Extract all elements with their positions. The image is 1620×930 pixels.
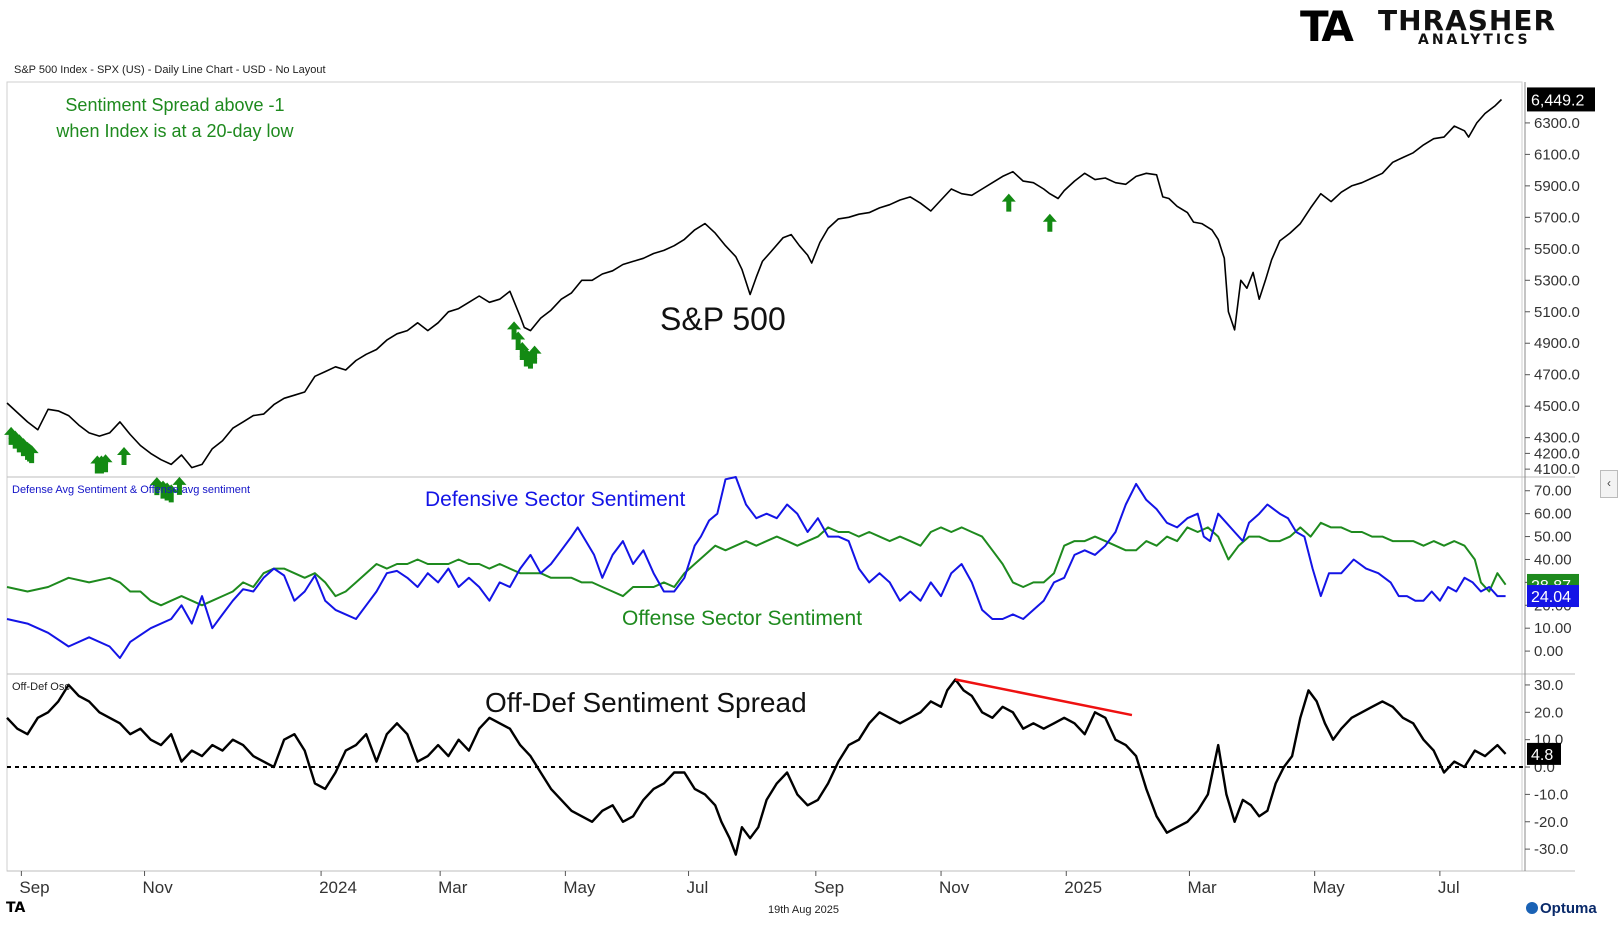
- price-ytick-label: 4900.0: [1534, 335, 1580, 352]
- chart-header-title: S&P 500 Index - SPX (US) - Daily Line Ch…: [14, 64, 326, 76]
- spread-ytick-label: -10.0: [1534, 786, 1568, 803]
- buy-signal-arrow-icon: [515, 341, 530, 360]
- logo-text: THRASHER: [1378, 4, 1557, 37]
- price-panel-label: S&P 500: [660, 301, 786, 337]
- spread-ytick-label: -30.0: [1534, 841, 1568, 858]
- x-tick-label: May: [1313, 878, 1346, 897]
- defense-last-value-label: 24.04: [1531, 589, 1571, 606]
- buy-signal-arrow-icon: [98, 454, 113, 473]
- logo-mark: TA: [1300, 2, 1354, 51]
- price-annotation-line1: Sentiment Spread above -1: [65, 95, 284, 115]
- footer-date: 19th Aug 2025: [768, 904, 839, 916]
- buy-signal-arrow-icon: [24, 445, 39, 464]
- spread-ytick-label: -20.0: [1534, 814, 1568, 831]
- price-last-value-box: [1527, 87, 1595, 112]
- buy-signal-arrow-icon: [117, 446, 132, 465]
- sentiment-ytick-label: 50.00: [1534, 529, 1572, 546]
- price-ytick-label: 4300.0: [1534, 430, 1580, 447]
- x-tick-label: 2025: [1064, 878, 1102, 897]
- price-ytick-label: 5700.0: [1534, 209, 1580, 226]
- spread-panel-label: Off-Def Sentiment Spread: [485, 687, 807, 718]
- spread-ytick-label: 30.0: [1534, 677, 1563, 694]
- buy-signal-arrow-icon: [149, 477, 164, 496]
- footer-brand: Optuma: [1526, 900, 1597, 917]
- price-last-value-label: 6,449.2: [1531, 92, 1584, 109]
- logo-subtext: ANALYTICS: [1418, 32, 1531, 48]
- x-tick-label: Mar: [438, 878, 468, 897]
- x-tick-label: May: [563, 878, 596, 897]
- defense-sentiment-line: [6, 476, 1506, 659]
- spread-panel-title: Off-Def Osc: [12, 681, 70, 693]
- x-tick-label: Nov: [939, 878, 970, 897]
- sentiment-ytick-label: 70.00: [1534, 483, 1572, 500]
- offense-sentiment-line: [6, 521, 1507, 607]
- buy-signal-arrow-icon: [164, 484, 179, 503]
- price-ytick-label: 5100.0: [1534, 304, 1580, 321]
- x-tick-label: Nov: [143, 878, 174, 897]
- spread-ytick-label: 20.0: [1534, 704, 1563, 721]
- buy-signal-arrow-icon: [1001, 193, 1016, 212]
- price-ytick-label: 4700.0: [1534, 367, 1580, 384]
- sentiment-panel-title: Defense Avg Sentiment & Offense avg sent…: [12, 484, 250, 496]
- price-ytick-label: 5500.0: [1534, 241, 1580, 258]
- footer-brand-text: Optuma: [1540, 900, 1597, 917]
- price-ytick-label: 4100.0: [1534, 461, 1580, 478]
- x-tick-label: Jul: [1438, 878, 1460, 897]
- price-ytick-label: 4200.0: [1534, 445, 1580, 462]
- price-ytick-label: 5300.0: [1534, 272, 1580, 289]
- spread-trendline: [955, 678, 1133, 717]
- defense-series-label: Defensive Sector Sentiment: [425, 488, 685, 511]
- x-tick-label: Sep: [19, 878, 49, 897]
- x-tick-label: Mar: [1187, 878, 1217, 897]
- sentiment-ytick-label: 10.00: [1534, 620, 1572, 637]
- sentiment-ytick-label: 60.00: [1534, 506, 1572, 523]
- price-ytick-label: 5900.0: [1534, 178, 1580, 195]
- x-tick-label: Jul: [687, 878, 709, 897]
- buy-signal-arrow-icon: [172, 476, 187, 495]
- defense-last-value-box: [1527, 585, 1579, 608]
- price-ytick-label: 4500.0: [1534, 398, 1580, 415]
- offense-series-label: Offense Sector Sentiment: [622, 607, 862, 630]
- buy-signal-arrow-icon: [507, 321, 522, 340]
- spread-last-value-box: [1527, 742, 1561, 765]
- sp500-price-line: [6, 98, 1503, 469]
- optuma-logo-icon: [1526, 902, 1538, 914]
- spread-line: [6, 678, 1507, 856]
- buy-signal-arrow-icon: [527, 345, 542, 364]
- buy-signal-arrow-icon: [511, 331, 526, 350]
- price-ytick-label: 6300.0: [1534, 115, 1580, 132]
- sentiment-ytick-label: 0.00: [1534, 643, 1563, 660]
- x-tick-label: 2024: [319, 878, 357, 897]
- footer-left-mark: TA: [6, 900, 26, 916]
- spread-last-value-label: 4.8: [1531, 747, 1553, 764]
- price-ytick-label: 6100.0: [1534, 146, 1580, 163]
- logo: TA THRASHER ANALYTICS: [1300, 2, 1560, 51]
- price-annotation-line2: when Index is at a 20-day low: [55, 121, 294, 141]
- collapse-panel-button[interactable]: ‹: [1600, 470, 1618, 498]
- x-tick-label: Sep: [814, 878, 844, 897]
- buy-signal-arrow-icon: [1042, 213, 1057, 232]
- sentiment-ytick-label: 40.00: [1534, 551, 1572, 568]
